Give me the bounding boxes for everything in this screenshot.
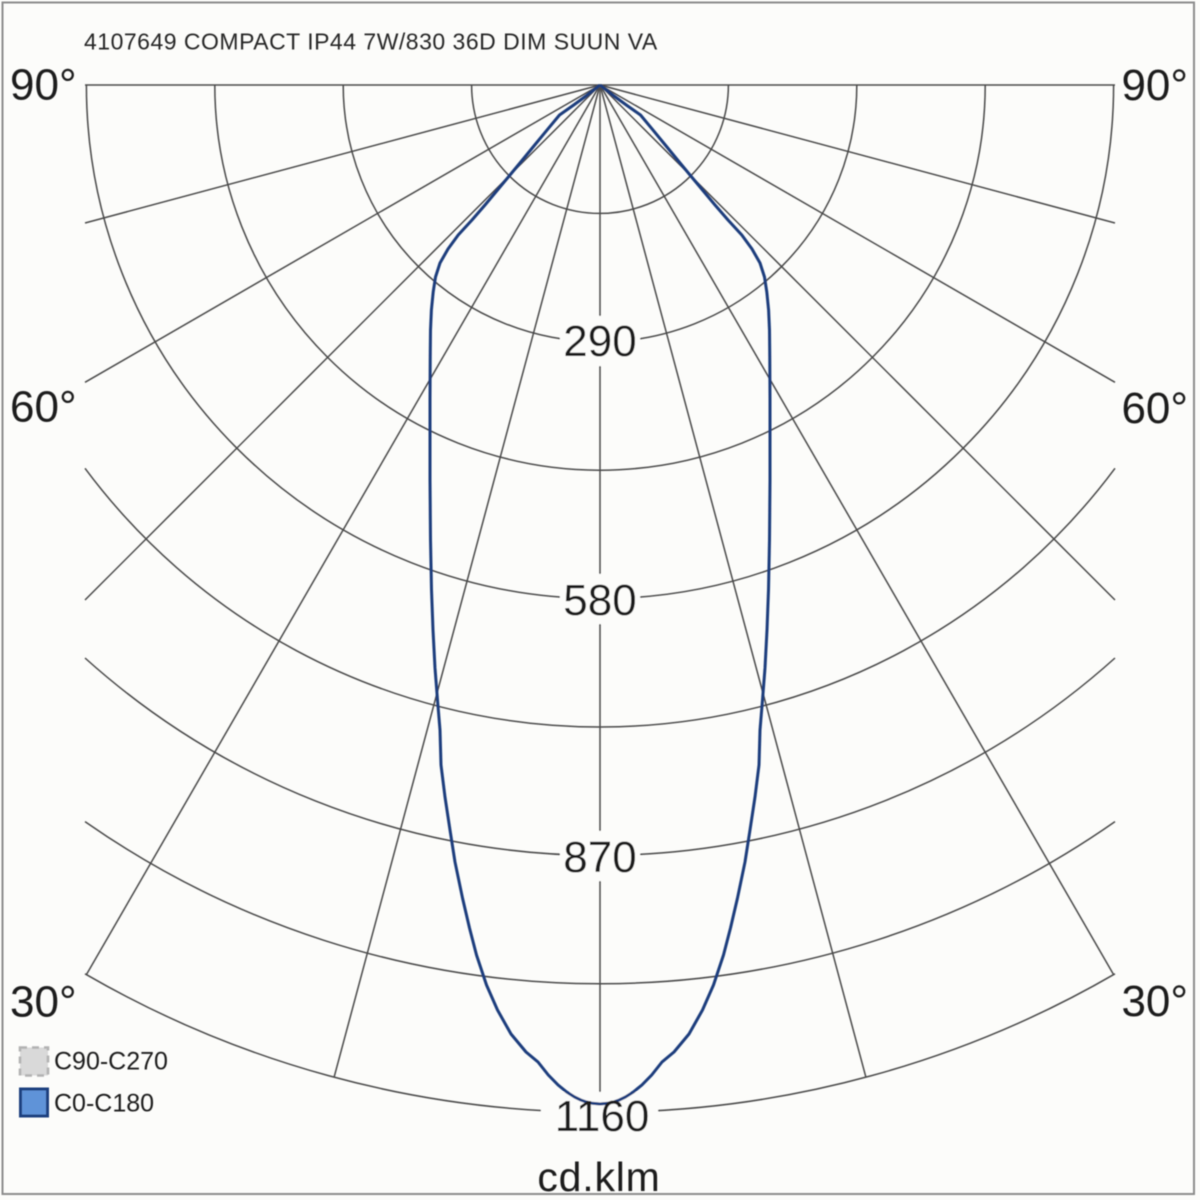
svg-text:1160: 1160 (555, 1092, 650, 1141)
svg-text:C90-C270: C90-C270 (54, 1048, 168, 1076)
svg-text:870: 870 (563, 833, 636, 882)
svg-text:580: 580 (563, 576, 636, 625)
svg-text:60°: 60° (10, 383, 77, 432)
svg-text:30°: 30° (10, 978, 77, 1027)
svg-text:cd.klm: cd.klm (537, 1154, 660, 1200)
svg-text:290: 290 (563, 317, 636, 366)
svg-text:60°: 60° (1121, 384, 1188, 433)
svg-text:4107649 COMPACT IP44 7W/830 36: 4107649 COMPACT IP44 7W/830 36D DIM SUUN… (84, 29, 658, 55)
svg-text:C0-C180: C0-C180 (54, 1090, 154, 1118)
svg-text:30°: 30° (1121, 977, 1188, 1026)
svg-text:90°: 90° (10, 61, 77, 110)
svg-text:90°: 90° (1121, 61, 1188, 110)
